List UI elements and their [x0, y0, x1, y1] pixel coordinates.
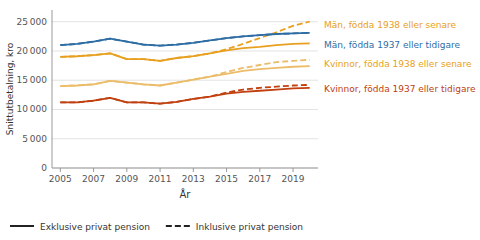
- series-line: [60, 88, 309, 104]
- x-tick: [293, 168, 294, 172]
- y-tick-label: 20 000: [17, 46, 48, 56]
- series-line: [60, 85, 309, 104]
- x-tick: [126, 168, 127, 172]
- y-tick-label: 25 000: [17, 17, 48, 27]
- x-axis-line: [52, 168, 318, 169]
- legend-swatch: [166, 225, 190, 227]
- grid-line: [52, 168, 318, 169]
- y-axis-title: Snittutbetalning, kro: [5, 42, 15, 135]
- x-tick: [160, 168, 161, 172]
- x-tick-label: 2017: [248, 174, 271, 184]
- series-line: [60, 22, 309, 61]
- y-tick-label: 15 000: [17, 75, 48, 85]
- x-tick-label: 2015: [215, 174, 238, 184]
- lines: [60, 22, 309, 104]
- grid-line: [52, 138, 318, 139]
- y-axis-line: [52, 10, 53, 168]
- legend-item: Exklusive privat pension: [10, 222, 150, 232]
- legend-item: Inklusive privat pension: [166, 222, 303, 232]
- y-grid: [52, 22, 318, 168]
- series-label: Kvinnor, födda 1937 eller tidigare: [324, 84, 476, 94]
- series-line: [60, 33, 309, 46]
- series-label: Män, födda 1938 eller senare: [324, 20, 457, 30]
- x-tick-label: 2013: [182, 174, 205, 184]
- series-line: [60, 33, 309, 46]
- x-tick: [226, 168, 227, 172]
- x-tick: [259, 168, 260, 172]
- series-line: [60, 60, 309, 86]
- y-tick-label: 0: [41, 163, 47, 173]
- grid-line: [52, 50, 318, 51]
- legend-swatch: [10, 225, 34, 227]
- y-tick-label: 5 000: [22, 134, 47, 144]
- x-tick: [193, 168, 194, 172]
- x-tick-label: 2009: [115, 174, 138, 184]
- y-tick-label: 10 000: [17, 104, 48, 114]
- legend-label: Inklusive privat pension: [196, 222, 303, 232]
- x-tick-label: 2005: [49, 174, 72, 184]
- x-tick: [60, 168, 61, 172]
- legend-label: Exklusive privat pension: [40, 222, 150, 232]
- series-label: Kvinnor, födda 1938 eller senare: [324, 59, 472, 69]
- series-label: Män, födda 1937 eller tidigare: [324, 40, 461, 50]
- x-tick-label: 2019: [282, 174, 305, 184]
- grid-line: [52, 21, 318, 22]
- grid-line: [52, 109, 318, 110]
- series-line: [60, 43, 309, 61]
- chart: 0 5 000 10 000 15 000 20 000 25 000 2005 2007 20…: [0, 0, 480, 240]
- x-tick: [93, 168, 94, 172]
- x-axis-title: År: [180, 188, 192, 200]
- x-tick-label: 2007: [82, 174, 105, 184]
- x-tick-label: 2011: [149, 174, 172, 184]
